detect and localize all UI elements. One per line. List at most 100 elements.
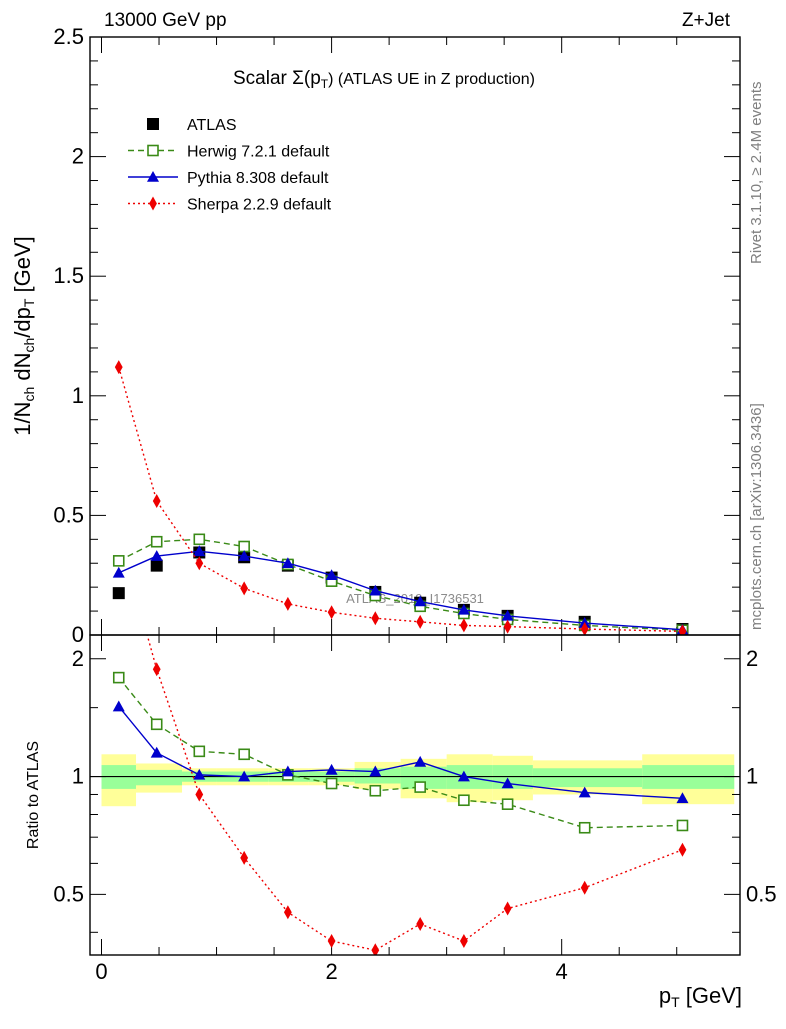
main-pythia-point (369, 584, 382, 596)
main-y-tick-label: 1.5 (53, 263, 84, 288)
legend-atlas-label: ATLAS (187, 117, 237, 134)
ratio-pythia-point (501, 777, 514, 789)
main-pythia-point (457, 603, 470, 615)
ratio-sherpa-point (371, 943, 380, 955)
ratio-pythia-point (676, 792, 689, 804)
ratio-pythia-point (369, 765, 382, 777)
legend-herwig-marker (147, 144, 159, 157)
legend-atlas-marker (147, 118, 159, 130)
mcplots-label: mcplots.cern.ch [arXiv:1306.3436] (748, 403, 765, 630)
ratio-y-axis-label: Ratio to ATLAS (25, 741, 42, 849)
ratio-pythia-point (150, 746, 163, 758)
ratio-herwig-line (118, 677, 683, 829)
main-sherpa-point (114, 360, 123, 375)
main-herwig-point (150, 535, 163, 548)
ratio-herwig-point (150, 718, 163, 731)
main-pythia-point (325, 569, 338, 580)
ratio-sherpa-point (327, 934, 336, 949)
uncertainty-bands (90, 754, 740, 807)
x-tick-label: 2 (325, 959, 337, 984)
legend-herwig-label: Herwig 7.2.1 default (187, 144, 330, 161)
ratio-pythia-point (414, 755, 427, 767)
ratio-sherpa-point (195, 787, 204, 802)
ratio-sherpa-point (283, 905, 292, 920)
ratio-pythia-point (457, 770, 470, 782)
ratio-y-tick-label: 2 (72, 646, 84, 671)
main-pythia-point (281, 557, 294, 569)
ratio-y-tick-label-right: 2 (746, 646, 758, 671)
main-y-tick-label: 1 (72, 383, 84, 408)
main-atlas-point (112, 587, 125, 600)
legend-pythia-marker (147, 171, 159, 182)
ratio-herwig-point (238, 748, 250, 761)
rivet-label: Rivet 3.1.10, ≥ 2.4M events (748, 82, 765, 265)
ratio-y-tick-label-right: 0.5 (746, 881, 777, 906)
ratio-herwig-point (369, 784, 382, 797)
main-y-axis-title: 1/Nch dNch/dpT [GeV] (10, 236, 37, 436)
ratio-frame (89, 634, 741, 956)
main-y-tick-label: 0.5 (53, 502, 84, 527)
main-pythia-point (501, 609, 514, 621)
main-pythia-point (414, 595, 427, 607)
ratio-sherpa-point (503, 901, 512, 916)
main-y-tick-label: 0 (72, 622, 84, 647)
ratio-y-tick-label-right: 1 (746, 764, 758, 789)
ratio-sherpa-point (416, 917, 425, 932)
ratio-series (112, 526, 689, 955)
collision-label: 13000 GeV pp (104, 10, 227, 31)
ratio-herwig-point (676, 819, 689, 832)
main-sherpa-point (503, 619, 512, 634)
axis-ticks: 00.511.522.50.5 0.51 12 20 2 4 (53, 24, 776, 984)
ratio-pythia-point (112, 700, 125, 712)
ratio-sherpa-point (459, 934, 468, 949)
plot-title: Scalar Σ(pT) (ATLAS UE in Z production) (233, 68, 535, 91)
ratio-sherpa-line (146, 635, 683, 951)
ratio-pythia-point (578, 786, 591, 798)
ratio-herwig-point (325, 777, 338, 790)
main-sherpa-line (118, 366, 683, 633)
ratio-y-tick-label: 0.5 (53, 881, 84, 906)
main-herwig-point (238, 540, 250, 553)
ratio-pythia-point (281, 765, 294, 777)
x-tick-label: 4 (556, 959, 568, 984)
x-axis-label: pT [GeV] (659, 983, 742, 1010)
main-sherpa-point (152, 494, 161, 509)
main-sherpa-point (240, 581, 249, 596)
legend-sherpa-marker (149, 196, 157, 211)
ratio-pythia-point (325, 763, 338, 775)
main-sherpa-point (371, 611, 380, 626)
main-atlas-point (150, 559, 163, 572)
ratio-herwig-point (458, 794, 470, 807)
ratio-pythia-point (193, 768, 206, 780)
process-label: Z+Jet (682, 10, 731, 31)
legend-pythia-label: Pythia 8.308 default (187, 170, 329, 187)
main-y-tick-label: 2 (72, 144, 84, 169)
x-tick-label: 0 (95, 959, 107, 984)
ratio-sherpa-point (678, 842, 687, 857)
inner-band-segment (400, 766, 447, 789)
ratio-sherpa-point (115, 526, 123, 540)
ratio-herwig-point (578, 821, 591, 834)
main-series (112, 360, 689, 635)
main-pythia-point (238, 550, 251, 561)
main-pythia-point (150, 550, 163, 561)
main-pythia-point (193, 545, 206, 557)
ratio-sherpa-point (152, 662, 161, 677)
main-herwig-point (193, 533, 206, 546)
main-sherpa-point (678, 624, 687, 635)
ratio-pythia-line (118, 706, 683, 799)
main-sherpa-point (195, 556, 204, 571)
legend-sherpa-label: Sherpa 2.2.9 default (187, 197, 332, 214)
legend: ATLAS Herwig 7.2.1 default Pythia 8.308 de… (128, 117, 332, 214)
ratio-herwig-point (414, 781, 426, 793)
ratio-herwig-point (112, 671, 125, 684)
ratio-sherpa-point (580, 880, 589, 895)
inner-band-segment (136, 769, 183, 786)
main-sherpa-point (416, 614, 425, 629)
inner-band-segment (532, 768, 643, 788)
main-sherpa-point (327, 605, 336, 620)
main-sherpa-point (580, 622, 589, 635)
main-herwig-point (112, 555, 125, 567)
